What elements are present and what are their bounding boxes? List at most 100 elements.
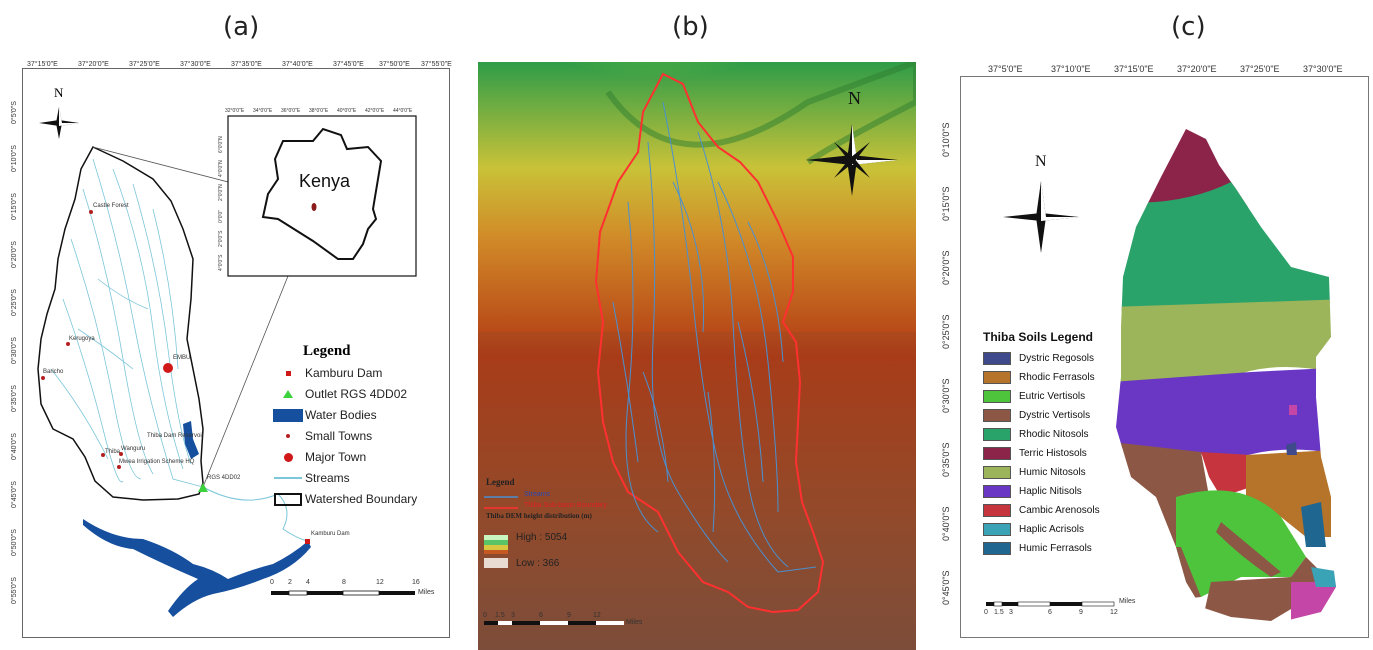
scale-tick: 0 — [270, 579, 274, 586]
legend-item: Watershed Boundary — [271, 492, 417, 506]
place-label: Kamburu Dam — [311, 531, 350, 537]
tick-inset-left: 4°0'0"N — [218, 160, 224, 177]
tick-a-top: 37°20'0"E — [78, 61, 109, 68]
soil-label: Cambic Arenosols — [1019, 505, 1100, 516]
north-label-b: N — [848, 88, 861, 108]
scale-unit: Miles — [418, 589, 435, 596]
legend-b-boundary: Thiba Sub-basin Boundary — [524, 502, 607, 509]
soil-label: Dystric Vertisols — [1019, 410, 1091, 421]
scale-tick: 12 — [593, 612, 601, 619]
soil-legend-item: Cambic Arenosols — [983, 504, 1100, 517]
soil-legend-item: Haplic Acrisols — [983, 523, 1084, 536]
tick-inset-left: 4°0'0"S — [218, 254, 224, 271]
tick-a-left: 0°5'0"S — [11, 101, 18, 124]
panel-b-letter: (b) — [672, 12, 709, 42]
tick-a-top: 37°35'0"E — [231, 61, 262, 68]
north-label-c: N — [1035, 153, 1047, 170]
tick-a-left: 0°35'0"S — [11, 385, 18, 412]
legend-item: Water Bodies — [271, 408, 377, 422]
place-label: Mwea Irrigation Scheme HQ — [119, 459, 195, 465]
tick-inset-top: 42°0'0"E — [365, 108, 385, 114]
panel-a-map-graphic — [37, 107, 417, 617]
tick-inset-left: 0°0'0" — [218, 209, 224, 223]
tick-c-left: 0°35'0"S — [941, 442, 951, 477]
scale-tick: 9 — [567, 612, 571, 619]
tick-inset-left: 2°0'0"S — [218, 230, 224, 247]
panel-a-map: 37°15'0"E 37°20'0"E 37°25'0"E 37°30'0"E … — [11, 61, 452, 638]
legend-item-label: Small Towns — [305, 429, 373, 443]
soil-legend-item: Humic Ferrasols — [983, 542, 1092, 555]
legend-item: Major Town — [271, 450, 366, 464]
soil-swatch — [983, 447, 1011, 460]
tick-c-left: 0°30'0"S — [941, 378, 951, 413]
scale-tick: 3 — [511, 612, 515, 619]
tick-a-left: 0°40'0"S — [11, 433, 18, 460]
soil-legend-item: Eutric Vertisols — [983, 390, 1085, 403]
legend-item: Kamburu Dam — [271, 366, 382, 380]
soil-swatch — [983, 428, 1011, 441]
soil-label: Eutric Vertisols — [1019, 391, 1086, 402]
major-town-icon — [271, 452, 305, 462]
legend-b-high: High : 5054 — [516, 532, 568, 543]
panel-b-dem-graphic — [478, 62, 916, 650]
panel-c-letter: (c) — [1171, 12, 1206, 42]
place-label: RGS 4DD02 — [207, 475, 241, 481]
scale-unit: Miles — [1119, 598, 1136, 605]
soil-legend-item: Dystric Vertisols — [983, 409, 1090, 422]
legend-item: Small Towns — [271, 429, 372, 443]
panel-b-map: N Legend Streams Thiba Sub-basin Boundar… — [478, 62, 916, 650]
tick-a-top: 37°55'0"E — [421, 61, 452, 68]
tick-inset-top: 44°0'0"E — [393, 108, 413, 114]
north-label-a: N — [54, 85, 64, 100]
tick-a-left: 0°45'0"S — [11, 481, 18, 508]
tick-c-top: 37°10'0"E — [1051, 64, 1091, 74]
soil-legend-item: Rhodic Ferrasols — [983, 371, 1095, 384]
tick-c-left: 0°25'0"S — [941, 314, 951, 349]
scale-tick: 6 — [1048, 609, 1052, 616]
scale-tick: 3 — [1009, 609, 1013, 616]
place-label: Kerugoya — [69, 336, 95, 342]
legend-title: Legend — [303, 343, 351, 359]
legend-item-label: Watershed Boundary — [305, 492, 418, 506]
soil-legend-item: Dystric Regosols — [983, 352, 1094, 365]
place-label: Thiba Dam Reservoir — [147, 433, 204, 439]
legend-item-label: Water Bodies — [305, 408, 377, 422]
legend-item-label: Major Town — [305, 450, 367, 464]
soil-swatch — [983, 390, 1011, 403]
panel-c-legend: Thiba Soils Legend Dystric Regosols Rhod… — [983, 330, 1133, 580]
scale-tick: 16 — [412, 579, 420, 586]
tick-inset-top: 36°0'0"E — [281, 108, 301, 114]
watershed-boundary-icon — [271, 492, 305, 506]
tick-a-left: 0°30'0"S — [11, 337, 18, 364]
soil-legend-item: Terric Histosols — [983, 447, 1087, 460]
soil-swatch — [983, 371, 1011, 384]
legend-item-label: Streams — [305, 471, 350, 485]
legend-item: Outlet RGS 4DD02 — [271, 387, 407, 401]
soil-legend-item: Rhodic Nitosols — [983, 428, 1088, 441]
tick-inset-top: 38°0'0"E — [309, 108, 329, 114]
tick-c-left: 0°15'0"S — [941, 186, 951, 221]
scale-tick: 9 — [1079, 609, 1083, 616]
soil-swatch — [983, 504, 1011, 517]
inset-label-kenya: Kenya — [299, 171, 351, 191]
scale-tick: 0 — [483, 612, 487, 619]
panel-b-legend: Legend Streams Thiba Sub-basin Boundary … — [482, 477, 702, 587]
legend-b-low: Low : 366 — [516, 558, 560, 569]
legend-b-title: Legend — [486, 477, 515, 487]
panel-c-soil-graphic — [986, 129, 1336, 622]
scale-tick: 12 — [1110, 609, 1118, 616]
soil-label: Humic Nitosols — [1019, 467, 1086, 478]
tick-a-top: 37°40'0"E — [282, 61, 313, 68]
scale-tick: 8 — [342, 579, 346, 586]
soil-label: Haplic Acrisols — [1019, 524, 1085, 535]
scale-unit: Miles — [626, 619, 643, 626]
scale-tick: 0 — [984, 609, 988, 616]
soil-swatch — [983, 409, 1011, 422]
soil-legend-title: Thiba Soils Legend — [983, 330, 1094, 344]
soil-swatch — [983, 466, 1011, 479]
water-body-icon — [271, 408, 305, 422]
tick-a-top: 37°45'0"E — [333, 61, 364, 68]
tick-a-left: 0°15'0"S — [11, 193, 18, 220]
soil-label: Dystric Regosols — [1019, 353, 1095, 364]
place-label: Baricho — [43, 369, 64, 375]
